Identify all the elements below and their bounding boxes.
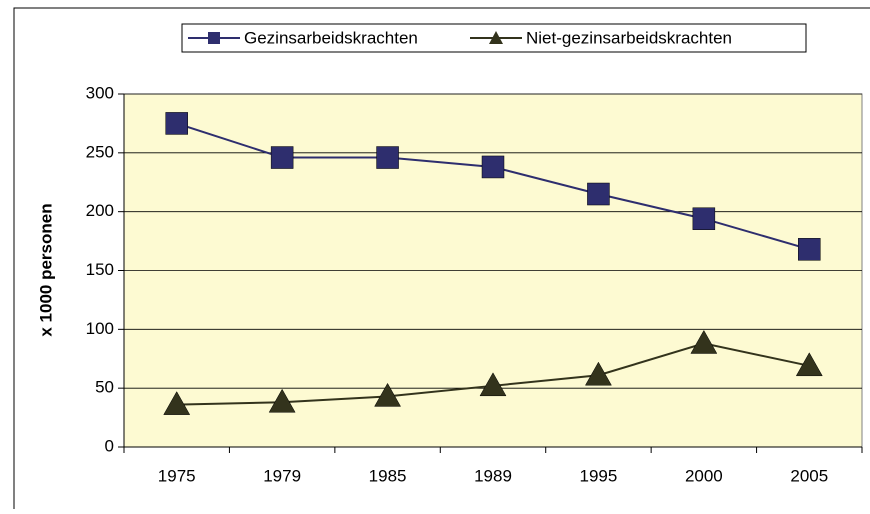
y-tick-label: 200 [86,201,114,220]
x-tick-label: 1985 [369,466,407,485]
x-tick-label: 1975 [158,466,196,485]
square-marker [165,112,188,135]
triangle-marker [690,329,718,354]
legend-label: Gezinsarbeidskrachten [244,28,418,47]
x-tick-label: 1979 [263,466,301,485]
y-tick-label: 250 [86,142,114,161]
square-marker [270,146,294,169]
y-tick-label: 300 [86,83,114,102]
legend-marker [489,31,503,44]
x-tick-label: 2005 [790,466,828,485]
square-marker [376,146,399,169]
triangle-marker [268,388,296,413]
x-tick-label: 1995 [580,466,618,485]
legend-marker [208,32,220,44]
y-tick-label: 0 [105,436,114,455]
triangle-marker [585,361,612,386]
y-tick-label: 100 [86,319,114,338]
square-marker [798,238,821,261]
y-tick-label: 150 [86,260,114,279]
square-marker [587,182,610,206]
x-tick-label: 2000 [685,466,723,485]
triangle-marker [795,352,823,377]
y-tick-label: 50 [95,378,114,397]
square-marker [481,155,505,179]
legend-label: Niet-gezinsarbeidskrachten [526,28,732,47]
triangle-marker [479,372,507,397]
square-marker [692,207,716,230]
y-axis-label: x 1000 personen [36,203,55,336]
triangle-marker [163,391,191,415]
triangle-marker [374,382,401,407]
x-tick-label: 1989 [474,466,512,485]
